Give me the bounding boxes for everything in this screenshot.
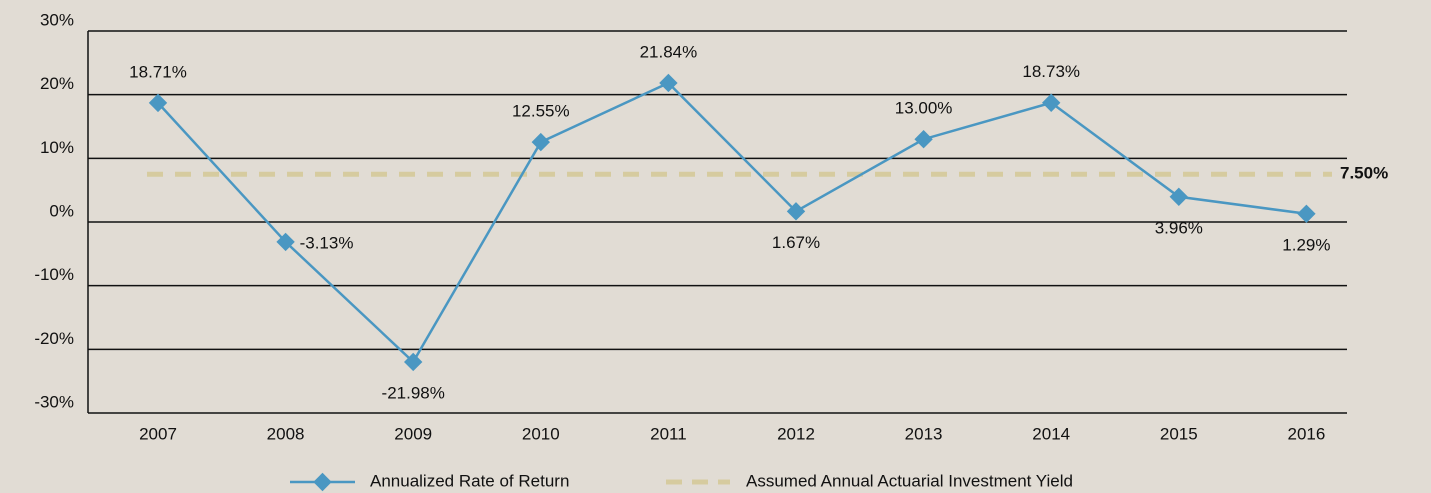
data-label: 12.55%: [512, 102, 570, 121]
data-point: [914, 130, 933, 149]
y-tick-label: -10%: [34, 265, 74, 284]
data-point: [148, 93, 168, 113]
x-tick-label: 2014: [1032, 424, 1070, 443]
x-tick-label: 2010: [522, 424, 560, 443]
x-tick-label: 2016: [1287, 424, 1325, 443]
x-tick-label: 2011: [650, 424, 687, 443]
data-label: 1.67%: [772, 233, 820, 252]
legend-label: Assumed Annual Actuarial Investment Yiel…: [746, 471, 1073, 490]
y-tick-label: 20%: [40, 74, 74, 93]
data-label: -3.13%: [300, 233, 354, 252]
x-tick-label: 2008: [267, 424, 305, 443]
data-point: [659, 73, 678, 93]
data-label: 21.84%: [640, 42, 698, 61]
data-point: [1297, 204, 1316, 223]
data-label: -21.98%: [382, 383, 445, 402]
data-label: 1.29%: [1282, 235, 1330, 254]
data-point: [404, 352, 423, 372]
y-tick-label: 30%: [40, 10, 74, 29]
legend-label: Annualized Rate of Return: [370, 471, 569, 490]
y-tick-label: 10%: [40, 138, 74, 157]
data-label: 3.96%: [1155, 218, 1203, 237]
data-point: [1042, 93, 1061, 112]
data-point: [531, 132, 550, 152]
data-point: [276, 232, 295, 252]
x-tick-label: 2009: [394, 424, 432, 443]
data-point: [1169, 187, 1188, 206]
data-label: 18.71%: [129, 62, 187, 81]
data-label: 18.73%: [1022, 62, 1080, 81]
series-line: [157, 81, 1307, 364]
data-label: 13.00%: [895, 99, 953, 118]
y-tick-label: -20%: [34, 329, 74, 348]
x-tick-label: 2007: [139, 424, 177, 443]
y-tick-label: 0%: [49, 201, 74, 220]
data-point: [786, 202, 806, 221]
reference-label: 7.50%: [1340, 164, 1388, 183]
y-tick-label: -30%: [34, 392, 74, 411]
legend-marker: [313, 472, 332, 492]
x-tick-label: 2012: [777, 424, 815, 443]
x-tick-label: 2015: [1160, 424, 1198, 443]
x-tick-label: 2013: [905, 424, 943, 443]
